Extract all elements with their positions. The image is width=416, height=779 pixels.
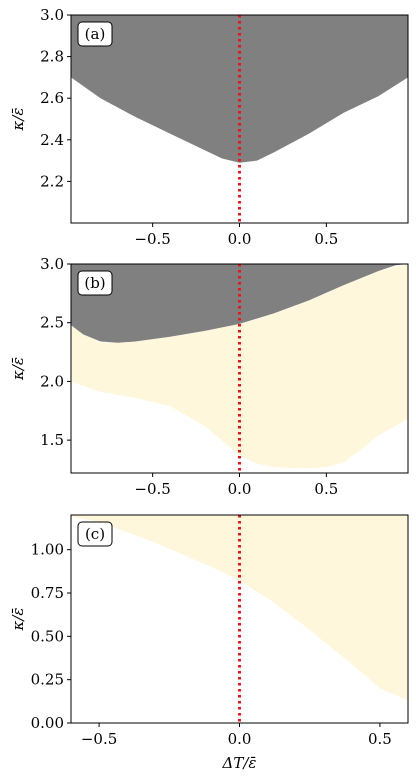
y-tick-label: 3.0 <box>40 255 64 273</box>
y-tick-label: 0.25 <box>31 671 64 689</box>
panel-1: −0.5 0.0 0.5 1.5 2.0 2.5 3.0 κ/ε̄ (b) <box>9 255 409 498</box>
plot-area <box>71 15 408 223</box>
x-tick-label: 0.0 <box>228 480 252 498</box>
x-tick-label: 0.5 <box>314 480 338 498</box>
y-tick-label: 1.5 <box>40 431 64 449</box>
y-tick-label: 2.4 <box>40 131 64 149</box>
x-tick-label: −0.5 <box>134 230 170 248</box>
panel-tag-box <box>77 21 113 47</box>
panel-tag: (c) <box>85 525 105 543</box>
x-tick-label: 0.5 <box>314 230 338 248</box>
panel-tag-box <box>77 521 113 547</box>
panel-2: −0.5 0.0 0.5 0.00 0.25 0.50 0.75 1.00 κ/ε̄ ΔT/ε̄ (… <box>9 514 409 772</box>
x-tick-label: 0.0 <box>228 230 252 248</box>
y-axis-label: κ/ε̄ <box>9 357 27 381</box>
y-tick-label: 2.5 <box>40 314 64 332</box>
x-tick-label: 0.0 <box>228 730 252 748</box>
y-tick-label: 0.75 <box>31 584 64 602</box>
y-axis-label: κ/ε̄ <box>9 608 27 632</box>
x-tick-label: −0.5 <box>134 480 170 498</box>
y-tick-label: 2.8 <box>40 48 64 66</box>
y-tick-label: 0.50 <box>31 627 64 645</box>
plot-area <box>71 515 408 723</box>
y-tick-label: 2.6 <box>40 89 64 107</box>
x-axis-label: ΔT/ε̄ <box>222 754 257 772</box>
y-tick-label: 1.00 <box>31 541 64 559</box>
x-tick-label: −0.5 <box>81 730 117 748</box>
y-tick-label: 0.00 <box>31 714 64 732</box>
plot-area <box>71 264 408 473</box>
y-axis-label: κ/ε̄ <box>9 108 27 132</box>
panel-tag-box <box>77 270 113 296</box>
panel-0: −0.5 0.0 0.5 2.2 2.4 2.6 2.8 3.0 κ/ε̄ (a) <box>9 6 409 248</box>
y-tick-label: 3.0 <box>40 6 64 24</box>
region-0 <box>71 515 408 701</box>
y-tick-label: 2.0 <box>40 372 64 390</box>
x-tick-label: 0.5 <box>368 730 392 748</box>
panel-tag: (b) <box>84 274 105 292</box>
panel-tag: (a) <box>85 25 106 43</box>
y-tick-label: 2.2 <box>40 172 64 190</box>
region-1 <box>71 264 408 343</box>
